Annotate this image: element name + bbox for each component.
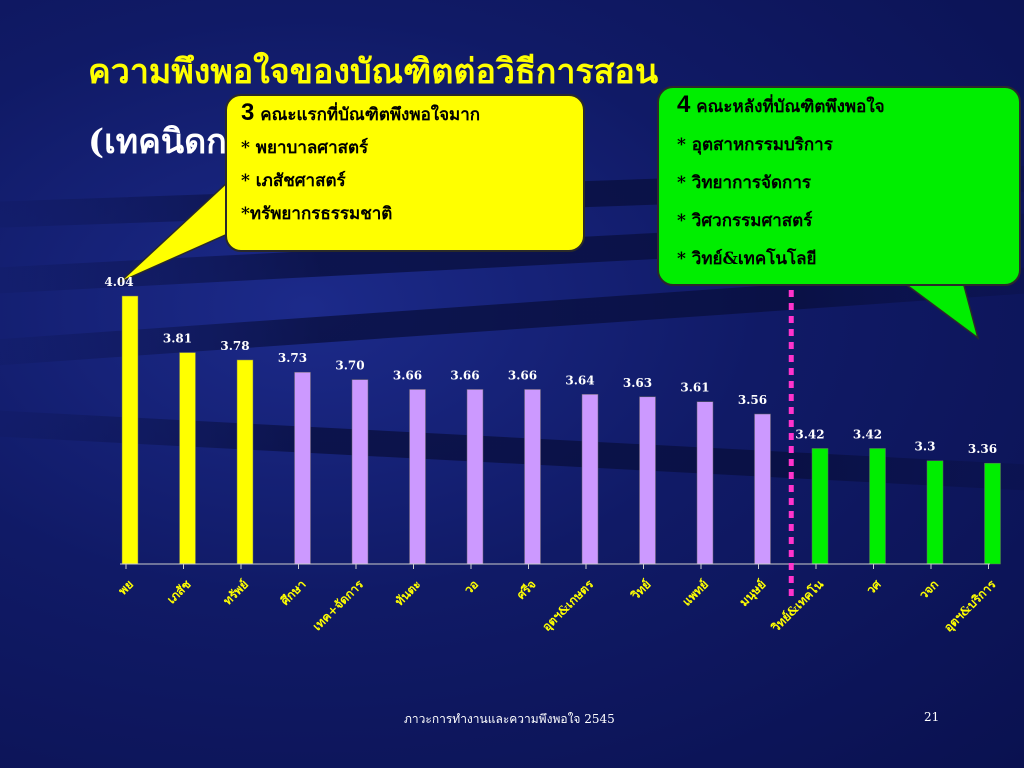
- callout-number: 3: [241, 99, 255, 126]
- category-label: วอ: [461, 577, 481, 597]
- callout-heading: คณะแรกที่บัณฑิตพึงพอใจมาก: [254, 105, 481, 125]
- bar: [294, 371, 311, 565]
- callout-item: * วิทย์&เทคโนโลยี: [677, 249, 817, 269]
- footer-text: ภาวะการทำงานและความพึงพอใจ 2545: [404, 712, 615, 726]
- bar: [754, 413, 771, 565]
- category-label: ศรีจ: [514, 577, 539, 602]
- bar: [351, 379, 369, 565]
- bar-value-label: 3.66: [450, 368, 479, 382]
- slide-title: ความพึงพอใจของบัณฑิตต่อวิธีการสอน: [88, 52, 659, 92]
- bar-value-label: 3.78: [220, 339, 249, 353]
- bar: [179, 352, 196, 565]
- bar: [581, 394, 599, 565]
- category-label: วศ: [864, 577, 884, 597]
- category-label: มนุษย์: [737, 577, 770, 610]
- bar-value-label: 3.64: [565, 373, 594, 387]
- bar: [696, 401, 714, 565]
- bar-value-label: 3.66: [508, 368, 537, 382]
- bar: [869, 448, 886, 565]
- category-label: พย: [116, 577, 136, 597]
- bar-value-label: 3.61: [680, 381, 709, 395]
- bar-value-label: 3.3: [915, 440, 936, 454]
- bar-value-label: 3.42: [853, 427, 882, 441]
- callout-item: * เภสัชศาสตร์: [241, 171, 346, 191]
- bar-value-label: 3.66: [393, 368, 422, 382]
- category-label: ทันตะ: [392, 577, 423, 608]
- category-label: ศึกษา: [278, 577, 309, 608]
- bar: [984, 462, 1001, 565]
- callout-heading: คณะหลังที่บัณฑิตพึงพอใจ: [690, 97, 885, 117]
- category-label: วิทย์: [628, 577, 653, 602]
- bar-value-label: 3.42: [795, 427, 824, 441]
- callout-item: * พยาบาลศาสตร์: [241, 138, 369, 158]
- category-label: อุตฯ&เกษตร: [539, 577, 597, 635]
- category-label: เทค+จัดการ: [310, 577, 367, 634]
- category-label: ทรัพย์: [221, 577, 252, 608]
- callout-number: 4: [677, 91, 691, 118]
- bar: [524, 389, 541, 565]
- right-callout-pointer: [897, 277, 980, 340]
- category-label: วิทย์&เทคโน: [768, 576, 827, 635]
- bar: [639, 396, 656, 565]
- callout-item: * อุตสาหกรรมบริการ: [677, 135, 833, 155]
- category-label: แพทย์: [680, 577, 712, 609]
- page-number: 21: [924, 710, 940, 724]
- bar-value-label: 3.81: [163, 332, 192, 346]
- top-faculties-callout: 3 คณะแรกที่บัณฑิตพึงพอใจมาก * พยาบาลศาสต…: [225, 94, 585, 252]
- callout-item: *ทรัพยากรธรรมชาติ: [241, 204, 393, 224]
- callout-item: * วิทยาการจัดการ: [677, 173, 812, 193]
- left-callout-pointer: [119, 178, 233, 283]
- bar-value-label: 4.04: [104, 275, 133, 289]
- bar: [811, 448, 829, 565]
- bar: [236, 359, 254, 565]
- bar-value-label: 3.56: [738, 393, 767, 407]
- bottom-faculties-callout: 4 คณะหลังที่บัณฑิตพึงพอใจ * อุตสาหกรรมบร…: [657, 86, 1021, 286]
- bar-value-label: 3.63: [623, 376, 652, 390]
- bar: [466, 389, 484, 565]
- bar-value-label: 3.36: [968, 442, 997, 456]
- bar-value-label: 3.70: [335, 359, 364, 373]
- bar-value-label: 3.73: [278, 351, 307, 365]
- bar: [926, 460, 944, 565]
- category-label: เภสัช: [164, 577, 193, 606]
- bar: [121, 295, 139, 565]
- category-label: วจก: [916, 577, 941, 602]
- callout-item: * วิศวกรรมศาสตร์: [677, 211, 813, 231]
- bar: [409, 389, 426, 565]
- category-label: อุตฯ&บริการ: [941, 577, 999, 635]
